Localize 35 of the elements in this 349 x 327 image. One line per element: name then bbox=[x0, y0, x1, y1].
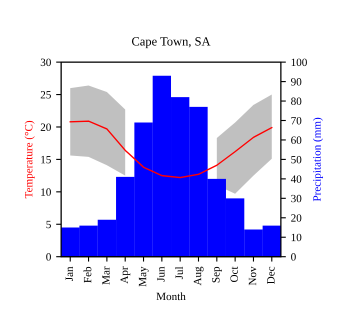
y-tick-label: 30 bbox=[40, 58, 51, 66]
x-tick-label: May bbox=[138, 266, 149, 286]
y2-tick-label: 30 bbox=[291, 194, 302, 202]
y-tick-label: 25 bbox=[40, 91, 51, 99]
y2-tick-label: 80 bbox=[291, 98, 302, 106]
y2-tick-label: 90 bbox=[291, 78, 302, 86]
x-tick-label: Oct bbox=[230, 266, 238, 282]
y2-tick-label: 70 bbox=[291, 116, 302, 124]
x-tick-label: Mar bbox=[102, 266, 110, 285]
y2-tick-label: 40 bbox=[290, 175, 302, 183]
x-tick-label: Jul bbox=[175, 266, 183, 280]
y-axis-title: Temperature (°C) bbox=[24, 120, 35, 198]
y2-tick-label: 60 bbox=[291, 136, 302, 144]
y2-tick-label: 10 bbox=[292, 234, 302, 242]
x-tick-label: Apr bbox=[120, 266, 130, 284]
y-tick-label: 15 bbox=[41, 156, 51, 164]
x-tick-label: Sep bbox=[212, 266, 222, 282]
y2-tick-label: 0 bbox=[291, 253, 296, 261]
x-tick-label: Aug bbox=[194, 266, 204, 286]
y-tick-label: 10 bbox=[41, 188, 51, 196]
y2-tick-label: 20 bbox=[291, 214, 302, 222]
x-tick-label: Nov bbox=[248, 266, 256, 286]
y2-tick-label: 50 bbox=[291, 156, 302, 164]
y-tick-label: 20 bbox=[40, 123, 51, 131]
y2-tick-label: 100 bbox=[292, 58, 307, 66]
line-series bbox=[70, 120, 272, 178]
y2-axis-title: Precipitation (mm) bbox=[312, 118, 323, 202]
y-tick-label: 5 bbox=[46, 220, 51, 228]
x-tick-label: Jan bbox=[66, 266, 74, 281]
x-tick-label: Feb bbox=[84, 266, 92, 283]
chart-title: Cape Town, SA bbox=[132, 37, 210, 48]
x-axis-title: Month bbox=[156, 292, 186, 300]
y-tick-label: 0 bbox=[46, 253, 51, 261]
x-tick-label: Jun bbox=[157, 266, 165, 282]
x-tick-label: Dec bbox=[267, 266, 275, 284]
